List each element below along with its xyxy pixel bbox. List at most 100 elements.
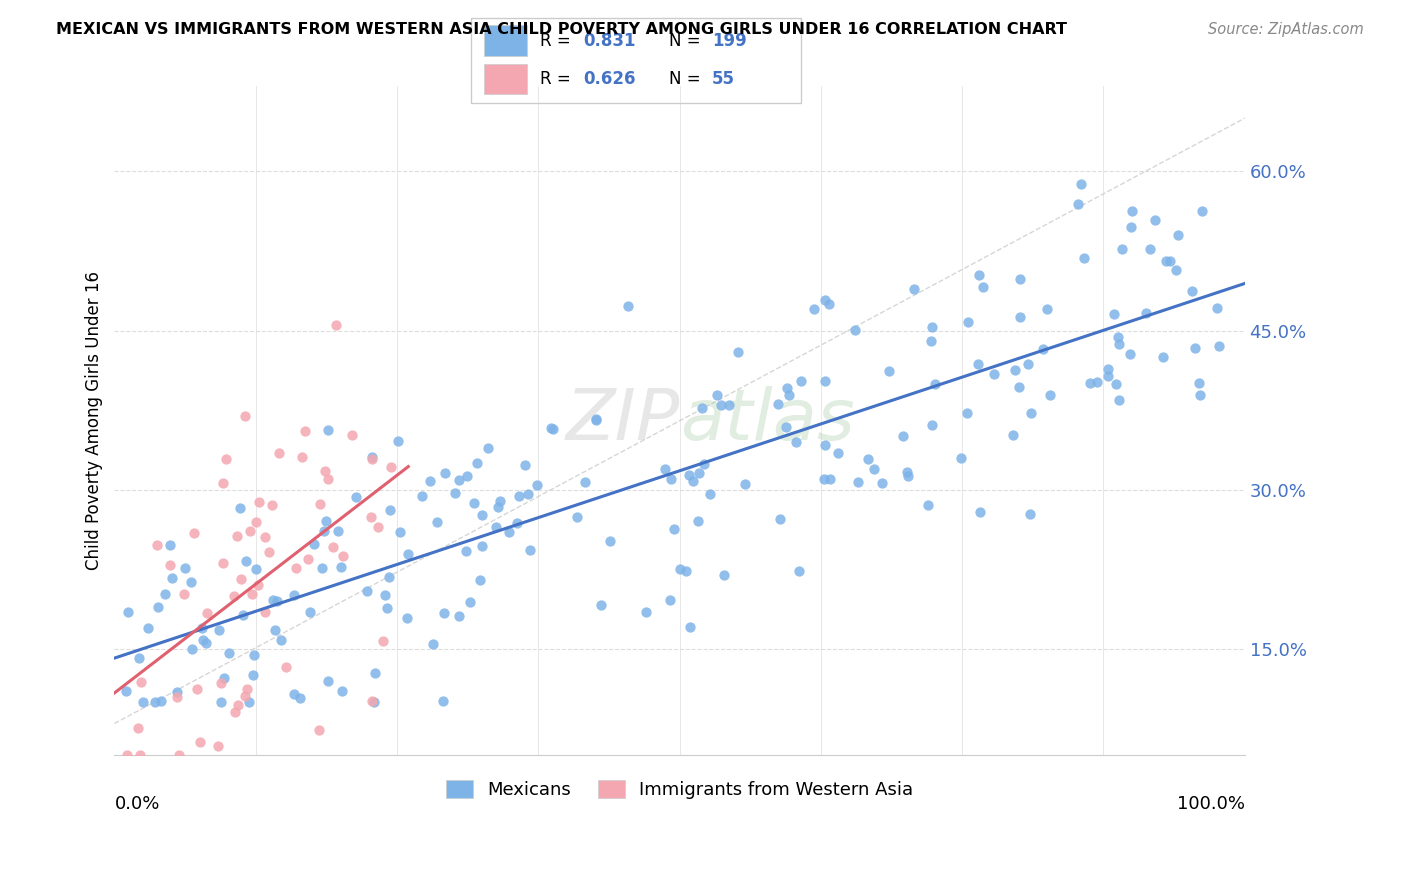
Text: MEXICAN VS IMMIGRANTS FROM WESTERN ASIA CHILD POVERTY AMONG GIRLS UNDER 16 CORRE: MEXICAN VS IMMIGRANTS FROM WESTERN ASIA … bbox=[56, 22, 1067, 37]
Point bbox=[513, 458, 536, 473]
Point bbox=[1107, 329, 1129, 343]
Point bbox=[1166, 262, 1188, 277]
Point bbox=[419, 474, 441, 488]
Point bbox=[298, 605, 321, 619]
Point bbox=[340, 428, 363, 442]
Text: N =: N = bbox=[669, 32, 706, 50]
Point bbox=[332, 549, 354, 564]
Point bbox=[211, 556, 233, 570]
Point bbox=[468, 573, 491, 587]
Point bbox=[245, 562, 267, 576]
Point bbox=[387, 434, 409, 449]
Point bbox=[264, 624, 287, 638]
Point bbox=[226, 698, 249, 713]
Point bbox=[209, 695, 232, 709]
Point bbox=[291, 450, 314, 465]
Point bbox=[374, 588, 396, 602]
Text: 100.0%: 100.0% bbox=[1177, 796, 1244, 814]
Point bbox=[422, 637, 444, 651]
Point bbox=[790, 374, 813, 388]
Point bbox=[128, 651, 150, 665]
Point bbox=[717, 398, 740, 412]
Point bbox=[658, 593, 681, 607]
Point bbox=[818, 472, 841, 486]
Point bbox=[972, 279, 994, 293]
Point bbox=[870, 475, 893, 490]
Point bbox=[159, 538, 181, 552]
Point bbox=[1097, 361, 1119, 376]
Text: atlas: atlas bbox=[679, 386, 855, 455]
Point bbox=[367, 520, 389, 534]
Point bbox=[449, 473, 471, 487]
Point bbox=[245, 515, 267, 529]
Point bbox=[235, 554, 257, 568]
Point bbox=[465, 456, 488, 470]
Point bbox=[356, 584, 378, 599]
Point bbox=[266, 594, 288, 608]
Point bbox=[1073, 251, 1095, 265]
Point bbox=[315, 515, 337, 529]
Point bbox=[155, 587, 177, 601]
Point bbox=[444, 486, 467, 500]
Point bbox=[132, 695, 155, 709]
Point bbox=[378, 503, 401, 517]
Point bbox=[328, 524, 350, 539]
Point bbox=[257, 545, 280, 559]
Point bbox=[373, 634, 395, 648]
Point bbox=[1078, 376, 1101, 390]
Point bbox=[678, 467, 700, 482]
Point bbox=[508, 489, 530, 503]
Point bbox=[506, 516, 529, 530]
Point bbox=[316, 423, 339, 437]
Point bbox=[675, 564, 697, 578]
Point bbox=[775, 419, 797, 434]
Point bbox=[138, 621, 160, 635]
Point bbox=[173, 561, 195, 575]
Point bbox=[921, 319, 943, 334]
Point bbox=[242, 648, 264, 662]
Point bbox=[239, 524, 262, 538]
Point bbox=[903, 282, 925, 296]
Point bbox=[706, 388, 728, 402]
Point bbox=[1039, 387, 1062, 401]
Point bbox=[858, 451, 880, 466]
Point bbox=[270, 633, 292, 648]
Point bbox=[235, 409, 257, 423]
Point bbox=[956, 315, 979, 329]
Point bbox=[690, 401, 713, 416]
Point bbox=[1032, 342, 1054, 356]
Point bbox=[191, 621, 214, 635]
Text: 0.831: 0.831 bbox=[583, 32, 636, 50]
Point bbox=[846, 475, 869, 490]
Point bbox=[302, 537, 325, 551]
Point bbox=[330, 559, 353, 574]
Point bbox=[585, 413, 607, 427]
Text: 0.0%: 0.0% bbox=[114, 796, 160, 814]
Point bbox=[1188, 376, 1211, 390]
Point bbox=[346, 490, 368, 504]
Point bbox=[117, 606, 139, 620]
Text: 0.626: 0.626 bbox=[583, 70, 636, 87]
Legend: Mexicans, Immigrants from Western Asia: Mexicans, Immigrants from Western Asia bbox=[439, 772, 921, 806]
Point bbox=[166, 685, 188, 699]
Point bbox=[195, 606, 218, 620]
Point bbox=[1097, 368, 1119, 383]
Point bbox=[447, 608, 470, 623]
Point bbox=[322, 540, 344, 554]
Point bbox=[766, 396, 789, 410]
Point bbox=[236, 682, 259, 697]
Point bbox=[458, 595, 481, 609]
Point bbox=[1004, 363, 1026, 377]
Point bbox=[1002, 428, 1025, 442]
Point bbox=[389, 524, 412, 539]
Point bbox=[396, 547, 419, 561]
Point bbox=[360, 510, 382, 524]
Point bbox=[891, 428, 914, 442]
Point bbox=[967, 268, 990, 283]
Text: ZIP: ZIP bbox=[565, 386, 679, 455]
Point bbox=[1111, 243, 1133, 257]
Point bbox=[688, 466, 710, 480]
Point bbox=[1018, 507, 1040, 521]
Point bbox=[921, 417, 943, 432]
Point bbox=[814, 437, 837, 451]
